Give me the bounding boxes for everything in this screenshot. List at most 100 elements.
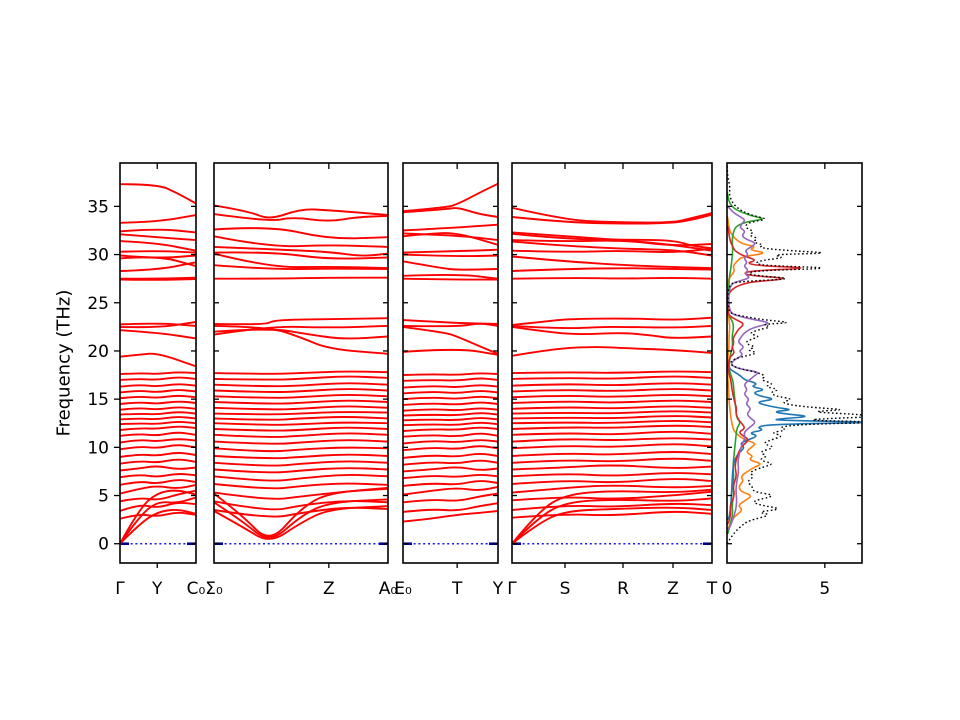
x-tick-label: Γ [507, 579, 517, 599]
phonon-band [120, 183, 196, 205]
phonon-band [512, 415, 712, 420]
x-tick-label: Γ [265, 579, 275, 599]
phonon-band [512, 478, 712, 485]
phonon-band [120, 321, 196, 329]
phonon-band [403, 473, 498, 480]
phonon-band [403, 253, 498, 258]
x-tick-label: S [560, 579, 571, 599]
phonon-band [120, 400, 196, 405]
phonon-band [120, 508, 196, 545]
phonon-band [120, 383, 196, 388]
phonon-band [120, 489, 196, 503]
phonon-band [214, 411, 388, 416]
phonon-band [403, 502, 498, 513]
x-tick-label: A₀ [379, 579, 398, 599]
phonon-band [403, 395, 498, 401]
phonon-band [120, 458, 196, 465]
dos-curves-group [727, 163, 862, 545]
phonon-band [512, 506, 712, 545]
pdos-orange [727, 215, 764, 531]
phonon-band [403, 319, 498, 325]
phonon-band [512, 419, 712, 425]
phonon-band [512, 405, 712, 410]
phonon-band [512, 213, 712, 225]
phonon-band [403, 372, 498, 376]
phonon-band [403, 445, 498, 452]
phonon-band [120, 416, 196, 421]
phonon-band [512, 472, 712, 478]
phonon-band [214, 370, 388, 375]
phonon-band [403, 248, 498, 254]
panel-frame [726, 162, 863, 564]
phonon-band [403, 432, 498, 438]
phonon-band [403, 401, 498, 406]
phonon-band [403, 480, 498, 487]
phonon-band [214, 382, 388, 388]
phonon-band [214, 375, 388, 381]
phonon-band [120, 452, 196, 458]
phonon-band [120, 473, 196, 479]
panel-frame [119, 162, 197, 564]
phonon-band [120, 438, 196, 444]
x-tick-label: Y [151, 579, 163, 599]
phonon-band [120, 250, 196, 254]
phonon-band [214, 505, 388, 540]
phonon-band [214, 393, 388, 399]
panel-frame [402, 162, 499, 564]
phonon-band [512, 206, 712, 224]
band-lines-group [403, 182, 498, 546]
dos-x-tick-label: 5 [819, 579, 830, 599]
phonon-band [512, 488, 712, 545]
phonon-band [120, 502, 196, 512]
phonon-band [512, 424, 712, 430]
phonon-band [120, 261, 196, 272]
phonon-band [214, 276, 388, 280]
phonon-band [214, 482, 388, 490]
band-lines-group [512, 206, 712, 546]
phonon-band [120, 444, 196, 451]
x-tick-label: T [706, 579, 718, 599]
phonon-band [214, 405, 388, 411]
phonon-band [214, 474, 388, 482]
phonon-band [512, 388, 712, 393]
pdos-purple [727, 206, 769, 531]
phonon-band [214, 446, 388, 453]
phonon-band [512, 240, 712, 257]
phonon-band [403, 384, 498, 389]
x-tick-label: T [451, 579, 463, 599]
phonon-band [403, 277, 498, 281]
phonon-band [120, 411, 196, 416]
phonon-band [120, 352, 196, 368]
phonon-band [120, 389, 196, 394]
phonon-band [214, 251, 388, 260]
x-tick-label: Z [323, 579, 335, 599]
phonon-band [120, 376, 196, 381]
x-tick-label: Z [667, 579, 679, 599]
phonon-band [512, 393, 712, 399]
phonon-band [512, 277, 712, 280]
phonon-band [512, 375, 712, 380]
phonon-band [512, 267, 712, 272]
phonon-band [512, 464, 712, 471]
y-tick-label: 0 [98, 535, 109, 555]
phonon-band [403, 459, 498, 466]
phonon-band [512, 430, 712, 436]
phonon-band [214, 328, 388, 340]
phonon-band [403, 466, 498, 473]
panel-sigma0-gamma-z-a0: Σ₀ Γ Z A₀ [205, 162, 398, 599]
phonon-band [403, 260, 498, 271]
phonon-band [403, 417, 498, 422]
phonon-band [403, 377, 498, 382]
phonon-band [120, 240, 196, 252]
phonon-band [512, 346, 712, 357]
band-lines-group [120, 183, 196, 546]
x-tick-label: Γ [115, 579, 125, 599]
panel-e0-t-y: E₀ T Y [394, 162, 504, 599]
phonon-band [403, 492, 498, 504]
phonon-band [403, 412, 498, 417]
phonon-band [403, 348, 498, 356]
phonon-band [512, 325, 712, 339]
y-tick-label: 20 [87, 342, 109, 362]
